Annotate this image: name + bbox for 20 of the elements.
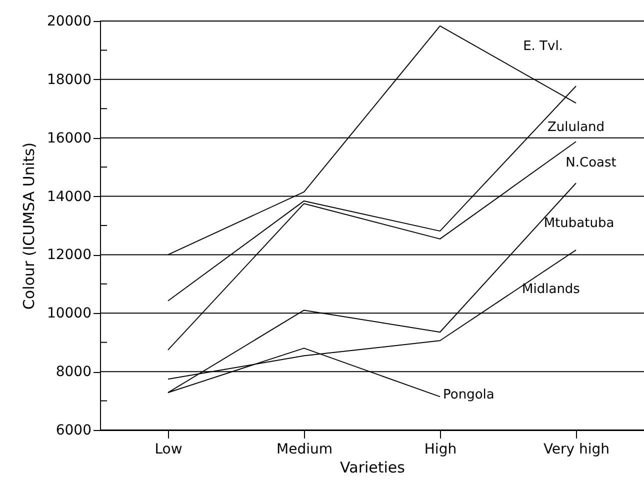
y-tick-label: 10000 — [46, 306, 92, 322]
y-tick-label: 14000 — [46, 188, 92, 205]
y-tick-label: 16000 — [46, 130, 92, 146]
x-tick-label: Low — [154, 442, 182, 458]
y-axis-title: Colour (ICUMSA Units) — [20, 142, 38, 310]
series-label: Midlands — [522, 282, 580, 298]
series-label: Zululand — [547, 120, 605, 136]
y-tick-label: 8000 — [56, 364, 92, 380]
series-label: Pongola — [443, 388, 494, 403]
x-tick-label: Medium — [276, 442, 332, 458]
y-tick-label: 6000 — [56, 422, 92, 438]
y-tick-label: 18000 — [46, 72, 92, 88]
series-label: E. Tvl. — [523, 39, 563, 54]
x-axis-title: Varieties — [340, 458, 406, 476]
y-tick-label: 20000 — [46, 14, 92, 30]
x-tick-label: High — [424, 442, 457, 458]
series-label: Mtubatuba — [544, 216, 614, 232]
series-label: N.Coast — [566, 156, 616, 171]
x-tick-label: Very high — [543, 442, 610, 458]
y-tick-label: 12000 — [46, 247, 92, 264]
